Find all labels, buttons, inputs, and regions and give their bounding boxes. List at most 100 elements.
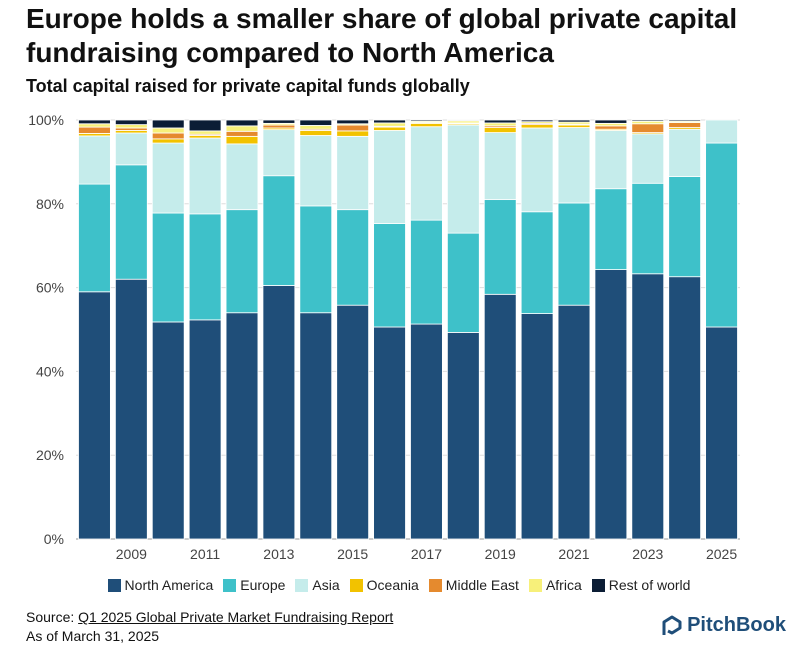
bar-segment-north-america <box>114 278 148 540</box>
bar-segment-europe <box>631 182 665 275</box>
bar-segment-asia <box>188 137 222 215</box>
bar-stack-2016 <box>373 119 406 540</box>
bar-segment-oceania <box>410 122 443 128</box>
bar-segment-europe <box>78 183 111 293</box>
legend-swatch <box>107 578 121 592</box>
logo-text: PitchBook <box>687 614 786 636</box>
bar-segment-europe <box>594 188 628 270</box>
bar-segment-asia <box>668 128 702 177</box>
bar-segment-oceania <box>151 138 185 144</box>
legend-swatch <box>349 578 363 592</box>
x-tick-label: 2023 <box>632 546 663 562</box>
pitchbook-logo: PitchBook <box>661 614 786 637</box>
legend-swatch <box>223 578 237 592</box>
bar-segment-middle-east <box>262 124 296 129</box>
legend-swatch <box>591 578 605 592</box>
bar-segment-europe <box>446 232 480 333</box>
bar-stack-2019 <box>483 119 517 540</box>
bar-segment-asia <box>114 132 148 166</box>
bar-stack-2024 <box>668 119 702 540</box>
bar-segment-asia <box>631 133 665 184</box>
bar-segment-rest-of-world <box>668 119 702 122</box>
bar-segment-middle-east <box>631 123 665 133</box>
legend-label: Asia <box>312 577 340 593</box>
bar-segment-oceania <box>483 127 517 133</box>
bar-segment-rest-of-world <box>373 119 406 124</box>
bar-segment-asia <box>557 127 591 204</box>
bar-segment-north-america <box>262 285 296 540</box>
bar-stack-2017 <box>410 119 443 540</box>
bar-segment-asia <box>410 126 443 221</box>
source-link[interactable]: Q1 2025 Global Private Market Fundraisin… <box>78 609 394 625</box>
bar-segment-europe <box>114 164 148 280</box>
bar-segment-north-america <box>483 293 517 540</box>
bar-segment-oceania <box>336 130 370 137</box>
bar-segment-rest-of-world <box>410 119 443 122</box>
y-tick-label: 100% <box>28 112 64 128</box>
as-of-date: As of March 31, 2025 <box>26 628 160 644</box>
bar-segment-asia <box>483 132 517 201</box>
bar-stack-2021 <box>557 119 591 540</box>
bar-segment-middle-east <box>336 124 370 132</box>
bar-segment-north-america <box>631 273 665 540</box>
x-tick-label: 2009 <box>116 546 147 562</box>
bar-segment-europe <box>151 212 185 323</box>
bar-segment-africa <box>114 124 148 129</box>
bar-segment-middle-east <box>225 130 259 137</box>
x-tick-label: 2021 <box>558 546 589 562</box>
bar-segment-north-america <box>705 326 738 540</box>
bar-segment-europe <box>188 213 222 321</box>
bar-segment-rest-of-world <box>78 119 111 125</box>
bar-segment-asia <box>336 135 370 211</box>
bar-segment-africa <box>373 122 406 127</box>
bar-segment-africa <box>299 125 333 130</box>
bar-segment-north-america <box>373 326 406 540</box>
bar-stack-2020 <box>520 119 554 540</box>
bar-segment-africa <box>483 122 517 127</box>
bar-segment-europe <box>520 211 554 314</box>
x-tick-label: 2019 <box>485 546 516 562</box>
bar-segment-asia <box>262 129 296 177</box>
bar-segment-middle-east <box>668 122 702 128</box>
bars <box>78 119 738 540</box>
bar-segment-north-america <box>336 304 370 540</box>
bar-segment-asia <box>151 142 185 214</box>
bar-segment-asia <box>446 124 480 234</box>
bar-segment-europe <box>336 209 370 306</box>
bar-segment-africa <box>151 127 185 134</box>
legend-label: Europe <box>240 577 286 593</box>
legend: North America Europe Asia Oceania Middle Eas… <box>0 577 798 593</box>
bar-segment-north-america <box>594 269 628 540</box>
x-tick-label: 2013 <box>263 546 294 562</box>
bar-stack-2009 <box>114 119 148 540</box>
legend-item-africa: Africa <box>528 577 582 593</box>
bar-segment-asia <box>299 135 333 207</box>
legend-label: Middle East <box>445 577 519 593</box>
chart-title: Europe holds a smaller share of global p… <box>26 3 738 68</box>
bar-segment-africa <box>225 125 259 132</box>
bar-stack-2013 <box>262 119 296 540</box>
bar-segment-europe <box>705 142 738 328</box>
legend-swatch <box>428 578 442 592</box>
bar-segment-oceania <box>520 124 554 129</box>
bar-segment-north-america <box>557 304 591 540</box>
bar-segment-oceania <box>225 135 259 145</box>
bar-segment-rest-of-world <box>594 119 628 124</box>
bar-segment-asia <box>705 119 738 144</box>
pitchbook-icon <box>662 615 682 635</box>
bar-stack-2023 <box>631 119 665 540</box>
x-tick-label: 2017 <box>411 546 442 562</box>
bar-segment-rest-of-world <box>262 119 296 124</box>
bar-segment-rest-of-world <box>520 119 554 123</box>
bar-segment-europe <box>262 175 296 286</box>
legend-label: Africa <box>545 577 582 593</box>
source-prefix: Source: <box>26 609 79 625</box>
bar-stack-2012 <box>225 119 259 540</box>
bar-segment-rest-of-world <box>336 119 370 125</box>
y-tick-label: 40% <box>36 363 64 379</box>
bar-segment-europe <box>373 223 406 328</box>
bar-segment-oceania <box>299 130 333 136</box>
bar-segment-europe <box>557 202 591 306</box>
source-note: Source: Q1 2025 Global Private Market Fu… <box>26 608 393 646</box>
bar-segment-asia <box>594 130 628 190</box>
